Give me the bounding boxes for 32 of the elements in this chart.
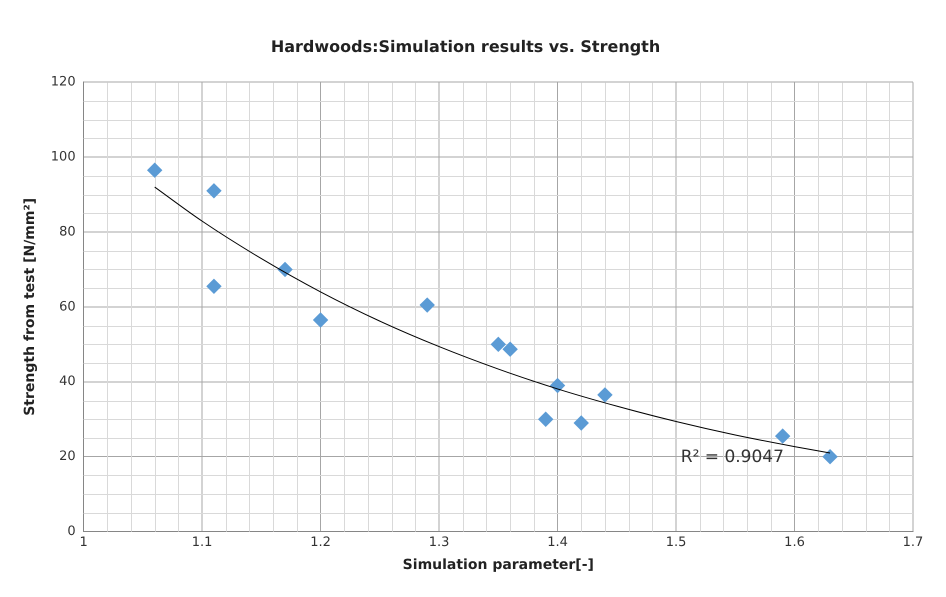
x-tick-label: 1.5 [666, 534, 686, 550]
point [550, 378, 566, 394]
y-tick-label: 40 [59, 374, 76, 390]
y-tick-label: 100 [50, 149, 76, 164]
point [313, 312, 328, 328]
y-tick-label: 60 [59, 299, 76, 314]
x-tick-label: 1.3 [428, 534, 450, 550]
x-tick-label: 1.4 [547, 534, 568, 550]
point [147, 162, 162, 178]
point [490, 336, 506, 352]
x-tick-label: 1.6 [784, 534, 805, 550]
point [206, 183, 222, 198]
point [574, 415, 589, 430]
point [775, 428, 790, 444]
point [597, 387, 612, 402]
x-tick-label: 1.1 [192, 534, 212, 550]
y-tick-label: 80 [59, 224, 76, 240]
annotation: R² = 0.9047 [680, 446, 784, 467]
x-tick-label: 1.2 [310, 534, 331, 550]
y-tick-label: 0 [67, 524, 76, 539]
x-tick-label: 1.7 [902, 534, 924, 550]
point [822, 449, 838, 464]
chart-title: Hardwoods:Simulation results vs. Strength [270, 36, 660, 56]
y-axis-title: Strength from test [N/mm²] [22, 198, 38, 416]
y-tick-label: 20 [59, 449, 76, 464]
point [420, 298, 435, 313]
x-axis-title: Simulation parameter[-] [402, 557, 594, 574]
x-tick-label: 1 [79, 534, 88, 550]
y-tick-label: 120 [50, 74, 76, 90]
point [538, 412, 554, 427]
point [206, 278, 222, 294]
point [502, 342, 518, 357]
